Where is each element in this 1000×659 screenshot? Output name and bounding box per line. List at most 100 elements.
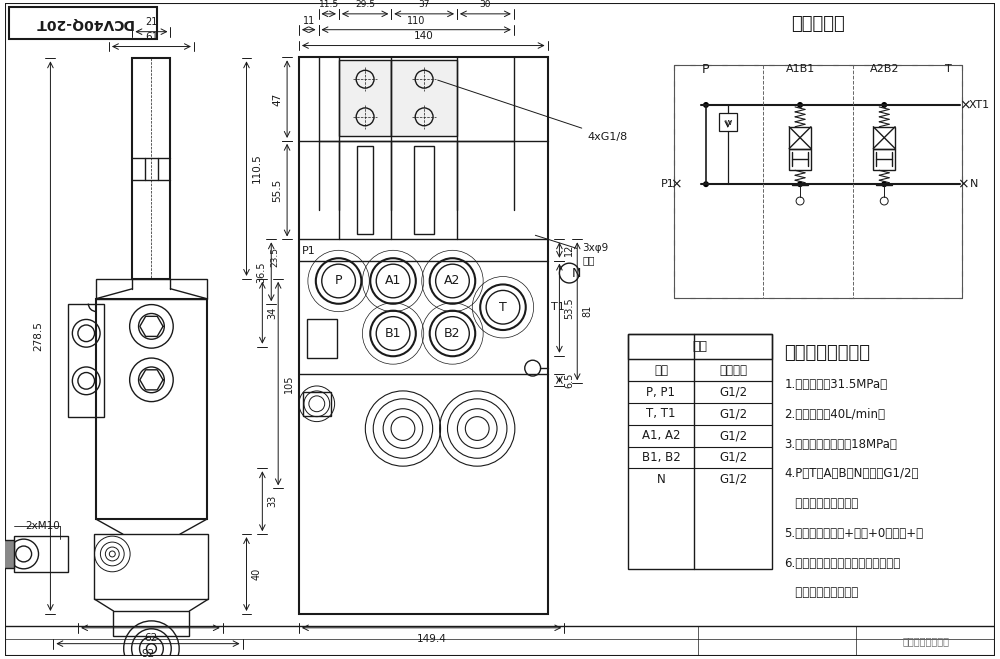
Text: G1/2: G1/2 <box>719 407 747 420</box>
Text: 47: 47 <box>272 92 282 106</box>
Text: ×: × <box>670 177 682 191</box>
Bar <box>14 536 68 572</box>
Circle shape <box>881 102 887 108</box>
Text: N: N <box>970 179 979 189</box>
Text: 30: 30 <box>480 1 491 9</box>
Circle shape <box>797 181 803 187</box>
Text: 6.阀体表面雾化处理，安全阀及螺堵: 6.阀体表面雾化处理，安全阀及螺堵 <box>784 556 900 569</box>
Circle shape <box>881 181 887 187</box>
Text: 3.安全阀调定压力：18MPa；: 3.安全阀调定压力：18MPa； <box>784 438 897 451</box>
Bar <box>628 333 772 569</box>
Text: 4xG1/8: 4xG1/8 <box>438 80 627 142</box>
Bar <box>414 146 434 235</box>
Text: T1: T1 <box>551 302 564 312</box>
Text: 11.5: 11.5 <box>319 1 339 9</box>
Text: G1/2: G1/2 <box>719 386 747 399</box>
Text: T: T <box>945 65 952 74</box>
Bar <box>132 59 170 279</box>
Bar <box>0 540 14 568</box>
Text: 149.4: 149.4 <box>417 634 447 644</box>
Text: 阀体: 阀体 <box>693 340 708 353</box>
Bar <box>68 304 104 417</box>
Bar <box>357 146 373 235</box>
Text: ×: × <box>957 177 968 191</box>
Text: T, T1: T, T1 <box>646 407 676 420</box>
Text: N: N <box>571 267 581 279</box>
Text: 110: 110 <box>407 16 425 26</box>
Bar <box>303 392 331 416</box>
Text: 92: 92 <box>141 648 155 658</box>
Bar <box>873 148 895 170</box>
Text: 11: 11 <box>303 16 315 26</box>
Text: 36.5: 36.5 <box>256 261 266 283</box>
Bar <box>307 318 337 358</box>
Circle shape <box>797 102 803 108</box>
Bar <box>674 65 962 298</box>
Text: 278.5: 278.5 <box>34 321 44 351</box>
Text: A2B2: A2B2 <box>869 65 899 74</box>
Bar <box>113 611 189 636</box>
Text: 34: 34 <box>267 306 277 319</box>
Text: 4.P、T、A、B、N口均为G1/2，: 4.P、T、A、B、N口均为G1/2， <box>784 467 919 480</box>
Text: 61: 61 <box>145 32 158 42</box>
Text: B1, B2: B1, B2 <box>642 451 680 464</box>
Text: 110.5: 110.5 <box>251 154 261 183</box>
Text: N: N <box>657 473 665 486</box>
Text: 37: 37 <box>418 1 430 9</box>
Text: 3xφ9
透孔: 3xφ9 透孔 <box>535 235 608 265</box>
Text: P: P <box>335 275 342 287</box>
Text: 105: 105 <box>284 374 294 393</box>
Text: 53.5: 53.5 <box>564 297 574 319</box>
Text: 62: 62 <box>144 633 157 643</box>
Bar <box>339 61 391 136</box>
Text: A1B1: A1B1 <box>785 65 815 74</box>
Circle shape <box>703 181 709 187</box>
Text: DCV40Q-20T: DCV40Q-20T <box>34 16 132 30</box>
Text: XT1: XT1 <box>968 100 990 110</box>
Text: 29.5: 29.5 <box>355 1 375 9</box>
Bar <box>628 359 772 382</box>
Text: P, P1: P, P1 <box>646 386 675 399</box>
Bar <box>789 127 811 148</box>
Text: 33: 33 <box>267 495 277 507</box>
Circle shape <box>703 102 709 108</box>
Text: 接口: 接口 <box>654 364 668 377</box>
Text: 6.5: 6.5 <box>564 372 574 387</box>
Text: 5.控制方式：气控+手动+0型阀柁+弹: 5.控制方式：气控+手动+0型阀柁+弹 <box>784 527 923 540</box>
Text: 81: 81 <box>582 305 592 318</box>
Text: 液压原理图: 液压原理图 <box>791 14 845 33</box>
Text: 55.5: 55.5 <box>272 179 282 202</box>
Text: A1: A1 <box>385 275 401 287</box>
Text: 支架端盖为铝本色。: 支架端盖为铝本色。 <box>784 587 858 599</box>
Text: 2xM10: 2xM10 <box>26 521 60 531</box>
Bar <box>299 57 548 614</box>
Text: 2.题定流量：40L/min，: 2.题定流量：40L/min， <box>784 408 885 421</box>
Text: 23.5: 23.5 <box>271 247 280 268</box>
Text: ×: × <box>959 98 970 112</box>
Bar <box>674 65 962 298</box>
Text: G1/2: G1/2 <box>719 429 747 442</box>
Bar <box>628 333 772 359</box>
Text: G1/2: G1/2 <box>719 473 747 486</box>
Bar <box>96 299 207 519</box>
Bar <box>789 148 811 170</box>
Text: A2: A2 <box>444 275 461 287</box>
Text: A1, A2: A1, A2 <box>642 429 680 442</box>
Text: P: P <box>702 63 710 76</box>
Text: 40: 40 <box>251 568 261 580</box>
Bar <box>873 127 895 148</box>
Text: w: w <box>725 118 732 127</box>
Text: P1: P1 <box>661 179 674 189</box>
Text: 油口均为平面密封；: 油口均为平面密封； <box>784 497 858 510</box>
Text: T: T <box>499 301 507 314</box>
Text: 技术要求和参数：: 技术要求和参数： <box>784 343 870 362</box>
Text: 未经授权禁止复制: 未经授权禁止复制 <box>902 636 949 646</box>
Text: B2: B2 <box>444 327 461 340</box>
Text: G1/2: G1/2 <box>719 451 747 464</box>
Bar <box>391 61 457 136</box>
Bar <box>94 534 208 599</box>
Text: 140: 140 <box>413 30 433 41</box>
Bar <box>96 279 207 299</box>
Text: P1: P1 <box>302 246 316 256</box>
Text: 12: 12 <box>564 244 574 256</box>
